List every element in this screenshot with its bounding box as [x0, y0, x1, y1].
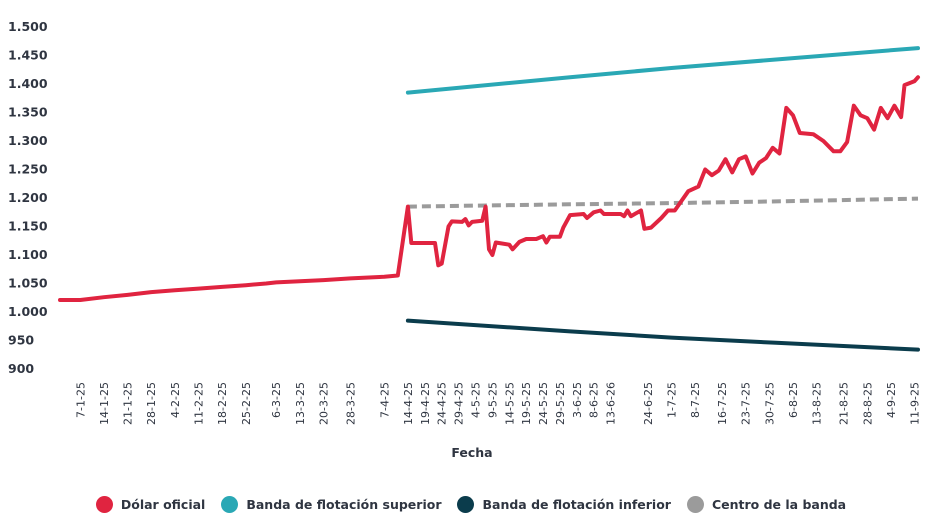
x-tick-label: 24-4-25	[436, 382, 449, 425]
chart: 900 950 1.000 1.050 1.100 1.150 1.200 1.250 1.30…	[8, 19, 922, 460]
x-tick-label: 16-7-25	[716, 382, 729, 425]
x-tick-label: 7-4-25	[378, 382, 391, 418]
x-tick-label: 9-5-25	[486, 382, 499, 418]
legend-marker	[457, 495, 475, 513]
x-tick-label: 25-2-25	[240, 382, 253, 425]
x-tick-label: 8-7-25	[689, 382, 702, 418]
y-tick-label: 1.400	[8, 76, 48, 91]
legend-label: Dólar oficial	[120, 496, 206, 512]
x-tick-label: 3-6-25	[571, 382, 584, 418]
x-tick-label: 19-5-25	[520, 382, 533, 425]
y-tick-label: 1.150	[8, 219, 48, 234]
x-tick-label: 24-5-25	[537, 382, 550, 425]
x-tick-label: 24-6-25	[642, 382, 655, 425]
x-tick-label: 30-7-25	[763, 382, 776, 425]
legend-label: Banda de flotación superior	[246, 496, 442, 512]
x-tick-label: 29-4-25	[453, 382, 466, 425]
legend-marker	[95, 495, 113, 513]
x-tick-label: 6-8-25	[787, 382, 800, 418]
y-tick-label: 900	[8, 361, 34, 376]
y-tick-label: 1.350	[8, 105, 48, 120]
x-tick-label: 6-3-25	[270, 382, 283, 418]
y-tick-label: 1.000	[8, 304, 48, 319]
x-tick-label: 8-6-25	[588, 382, 601, 418]
x-tick-label: 4-5-25	[469, 382, 482, 418]
x-axis-label: Fecha	[451, 445, 492, 460]
x-tick-label: 14-5-25	[503, 382, 516, 425]
y-tick-label: 1.300	[8, 133, 48, 148]
x-tick-label: 19-4-25	[419, 382, 432, 425]
legend-item: Dólar oficial	[95, 495, 206, 513]
x-tick-label: 28-1-25	[145, 382, 158, 425]
y-tick-label: 950	[8, 333, 34, 348]
x-tick-label: 18-2-25	[216, 382, 229, 425]
x-tick-label: 11-9-25	[909, 382, 922, 425]
legend: Dólar oficial Banda de flotación superior…	[0, 493, 942, 515]
x-tick-label: 4-2-25	[169, 382, 182, 418]
series-line-banda-de-flotaci-n-superior	[405, 46, 920, 95]
y-tick-label: 1.500	[8, 19, 48, 34]
x-tick-label: 21-1-25	[122, 382, 135, 425]
series-lines	[58, 46, 920, 352]
x-tick-label: 28-3-25	[345, 382, 358, 425]
y-tick-label: 1.100	[8, 247, 48, 262]
x-tick-label: 13-3-25	[294, 382, 307, 425]
legend-label: Banda de flotación inferior	[482, 496, 671, 512]
y-tick-label: 1.050	[8, 276, 48, 291]
legend-marker	[221, 495, 239, 513]
x-tick-label: 29-5-25	[554, 382, 567, 425]
x-tick-label: 7-1-25	[74, 382, 87, 418]
x-tick-label: 14-4-25	[402, 382, 415, 425]
x-tick-label: 4-9-25	[885, 382, 898, 418]
legend-item: Banda de flotación inferior	[457, 495, 671, 513]
x-tick-label: 13-6-26	[605, 382, 618, 425]
x-axis: 7-1-25 14-1-25 21-1-25 28-1-25 4-2-25 11-2-25…	[74, 382, 921, 425]
y-axis: 900 950 1.000 1.050 1.100 1.150 1.200 1.250 1.30…	[8, 19, 48, 376]
y-tick-label: 1.200	[8, 190, 48, 205]
legend-item: Banda de flotación superior	[221, 495, 442, 513]
x-tick-label: 28-8-25	[861, 382, 874, 425]
x-tick-label: 1-7-25	[665, 382, 678, 418]
x-tick-label: 20-3-25	[317, 382, 330, 425]
legend-marker	[686, 495, 704, 513]
y-tick-label: 1.250	[8, 162, 48, 177]
x-tick-label: 13-8-25	[811, 382, 824, 425]
x-tick-label: 21-8-25	[838, 382, 851, 425]
x-tick-label: 23-7-25	[740, 382, 753, 425]
series-line-banda-de-flotaci-n-inferior	[405, 318, 920, 352]
legend-item: Centro de la banda	[686, 495, 847, 513]
x-tick-label: 14-1-25	[98, 382, 111, 425]
y-tick-label: 1.450	[8, 48, 48, 63]
legend-label: Centro de la banda	[711, 496, 847, 512]
series-line-d-lar-oficial	[58, 75, 920, 302]
x-tick-label: 11-2-25	[192, 382, 205, 425]
